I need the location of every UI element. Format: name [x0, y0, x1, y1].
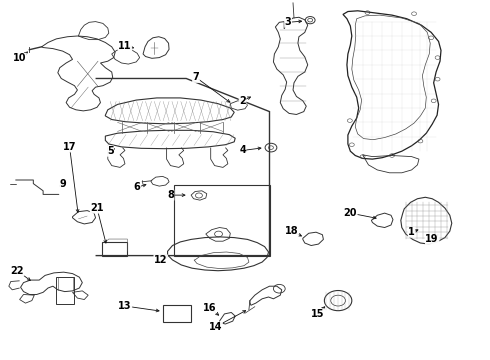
Text: 5: 5 [107, 146, 114, 156]
Text: 21: 21 [90, 203, 104, 213]
Text: 12: 12 [154, 255, 168, 265]
Text: 2: 2 [239, 96, 246, 106]
Text: 18: 18 [285, 226, 298, 236]
Text: 16: 16 [203, 303, 217, 313]
Text: 1: 1 [408, 227, 415, 237]
Text: 3: 3 [285, 17, 292, 27]
Text: 14: 14 [209, 322, 222, 332]
Text: 11: 11 [118, 41, 132, 51]
Bar [174, 185, 270, 256]
Text: 6: 6 [134, 182, 141, 192]
Text: 8: 8 [167, 190, 174, 200]
Text: 22: 22 [10, 266, 24, 276]
Text: 19: 19 [425, 234, 439, 244]
Text: 13: 13 [118, 301, 132, 311]
Text: 20: 20 [343, 208, 357, 218]
Text: 15: 15 [311, 309, 324, 319]
Text: 10: 10 [13, 53, 26, 63]
Text: 17: 17 [63, 142, 76, 152]
Bar [102, 242, 127, 256]
Text: 9: 9 [59, 179, 66, 189]
Bar [56, 277, 74, 304]
Text: 7: 7 [193, 72, 199, 82]
Bar [163, 305, 191, 322]
Text: 4: 4 [239, 145, 246, 156]
